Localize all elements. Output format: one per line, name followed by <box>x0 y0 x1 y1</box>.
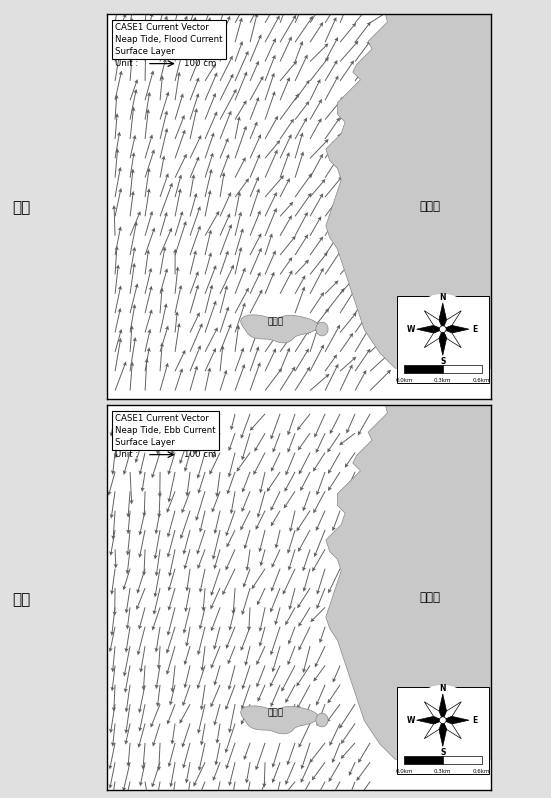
Polygon shape <box>443 326 469 333</box>
Circle shape <box>407 294 478 365</box>
Bar <box>443 365 482 373</box>
Text: 자겨도: 자겨도 <box>268 709 284 717</box>
Text: 자겨도: 자겨도 <box>268 318 284 326</box>
Text: 100 cm: 100 cm <box>183 59 216 68</box>
Polygon shape <box>424 701 443 721</box>
Polygon shape <box>443 721 461 739</box>
Polygon shape <box>443 717 469 724</box>
Text: N: N <box>440 684 446 693</box>
Text: 0.0km: 0.0km <box>395 768 413 774</box>
Polygon shape <box>439 721 446 746</box>
Text: 제주도: 제주도 <box>419 591 440 604</box>
Polygon shape <box>316 713 328 727</box>
Polygon shape <box>439 303 446 330</box>
Text: 100 cm: 100 cm <box>183 450 216 459</box>
Polygon shape <box>316 322 328 336</box>
Polygon shape <box>424 721 443 739</box>
Text: S: S <box>440 357 445 365</box>
Text: Unit :: Unit : <box>115 59 138 68</box>
Circle shape <box>439 717 446 724</box>
Text: CASE1 Current Vector
Neap Tide, Ebb Current
Surface Layer: CASE1 Current Vector Neap Tide, Ebb Curr… <box>115 414 215 447</box>
Text: 0.3km: 0.3km <box>434 377 451 383</box>
Polygon shape <box>443 701 461 721</box>
Bar <box>397 296 489 383</box>
Bar <box>404 756 443 764</box>
Polygon shape <box>326 6 499 368</box>
Text: E: E <box>472 716 477 725</box>
Text: 0.6km: 0.6km <box>473 768 490 774</box>
Text: Unit :: Unit : <box>115 450 138 459</box>
Bar <box>443 756 482 764</box>
Circle shape <box>439 326 446 333</box>
Text: 0.0km: 0.0km <box>395 377 413 383</box>
Polygon shape <box>424 330 443 348</box>
Polygon shape <box>443 330 461 348</box>
Text: 입조: 입조 <box>12 200 30 215</box>
Text: 0.3km: 0.3km <box>434 768 451 774</box>
Text: S: S <box>440 748 445 757</box>
Text: W: W <box>407 716 415 725</box>
Circle shape <box>407 685 478 756</box>
Polygon shape <box>417 717 443 724</box>
Text: 낙조: 낙조 <box>12 593 30 607</box>
Text: W: W <box>407 325 415 334</box>
Bar <box>404 365 443 373</box>
Text: 0.6km: 0.6km <box>473 377 490 383</box>
Polygon shape <box>241 315 318 343</box>
Text: N: N <box>440 293 446 302</box>
Text: E: E <box>472 325 477 334</box>
Polygon shape <box>439 694 446 721</box>
Bar <box>397 687 489 774</box>
Polygon shape <box>417 326 443 333</box>
Polygon shape <box>424 310 443 330</box>
Polygon shape <box>439 330 446 355</box>
Text: CASE1 Current Vector
Neap Tide, Flood Current
Surface Layer: CASE1 Current Vector Neap Tide, Flood Cu… <box>115 23 223 56</box>
Text: 제주도: 제주도 <box>419 200 440 213</box>
Polygon shape <box>241 706 318 734</box>
Polygon shape <box>443 310 461 330</box>
Polygon shape <box>326 397 499 759</box>
